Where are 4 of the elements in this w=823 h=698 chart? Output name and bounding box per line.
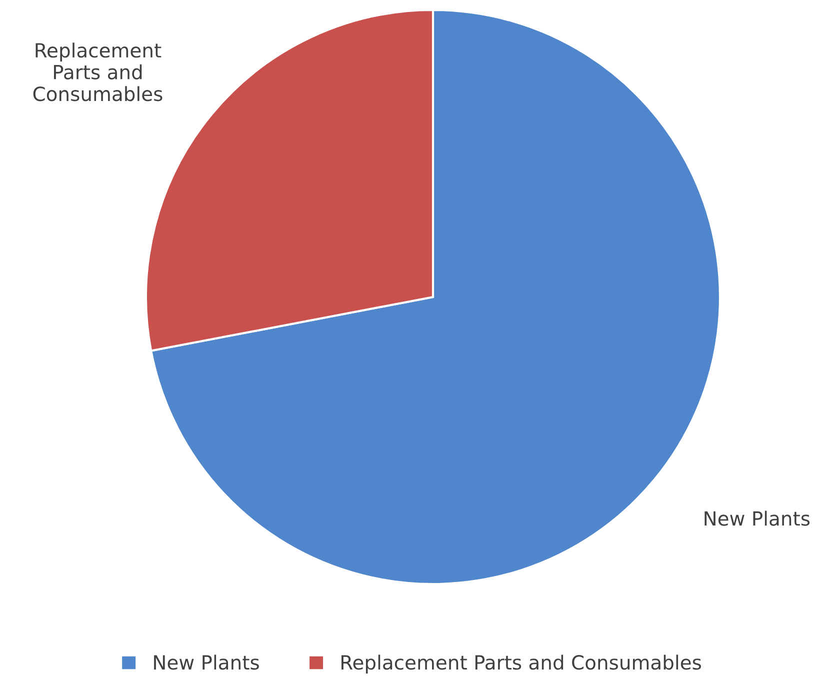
legend-label: New Plants xyxy=(154,654,259,670)
slice-label: New Plants xyxy=(704,510,810,526)
slice-label: Replacement Parts and Consumables xyxy=(33,42,162,102)
legend-label: Replacement Parts and Consumables xyxy=(342,654,701,674)
